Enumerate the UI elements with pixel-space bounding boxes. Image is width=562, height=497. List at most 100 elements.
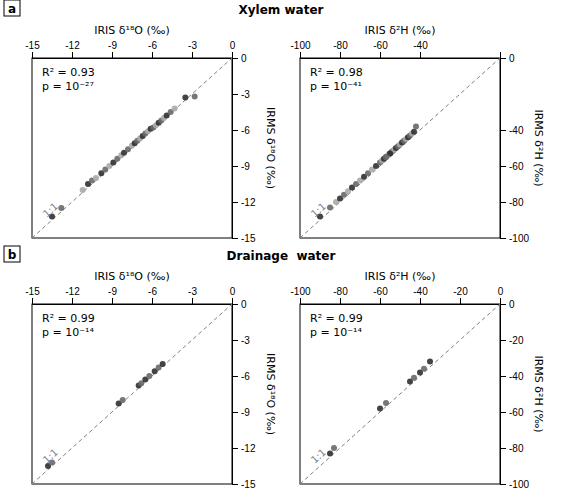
y-tick-label: 0 (509, 53, 515, 64)
y-tick-label: 0 (509, 299, 515, 310)
plot-area (300, 304, 500, 484)
y-tick: -15 (232, 479, 256, 490)
y-tick-mark (500, 130, 506, 131)
x-tick-label: -80 (333, 40, 348, 51)
axis-domain (233, 59, 239, 239)
x-tick: -12 (65, 40, 80, 58)
x-tick: -40 (413, 40, 428, 58)
point (331, 445, 337, 451)
stat-annotation: R² = 0.93 (42, 66, 95, 79)
x-axis-title: IRIS δ¹⁸O (‰) (94, 24, 170, 37)
line-label: 1:1 (41, 447, 60, 466)
x-tick: -3 (188, 286, 197, 304)
panel-label: a (4, 0, 20, 16)
reference-line (300, 304, 500, 484)
y-tick-label: -9 (241, 161, 250, 172)
y-tick: -12 (232, 197, 256, 208)
x-tick: -6 (148, 286, 157, 304)
y-tick-mark (232, 376, 238, 377)
x-tick-mark (340, 52, 341, 58)
panel-label-box (4, 0, 20, 16)
y-axis: -100-80-60-400 (500, 53, 529, 244)
y-tick-label: -80 (509, 197, 524, 208)
y-tick-label: -60 (509, 161, 524, 172)
y-tick-mark (232, 304, 238, 305)
x-tick-label: -12 (65, 286, 80, 297)
y-tick-mark (232, 166, 238, 167)
y-tick-label: -100 (509, 233, 529, 244)
x-tick: -15 (25, 40, 40, 58)
plot-frame (300, 304, 500, 484)
plot-area (32, 304, 232, 484)
y-axis: -15-12-9-6-30 (232, 53, 256, 244)
x-tick-mark (380, 52, 381, 58)
stat-annotation: R² = 0.98 (310, 66, 363, 79)
x-tick: 0 (230, 40, 236, 58)
y-tick: -80 (500, 197, 524, 208)
x-axis-title: IRIS δ²H (‰) (365, 270, 436, 283)
point (146, 373, 152, 379)
y-tick-mark (232, 130, 238, 131)
y-tick-label: -9 (241, 407, 250, 418)
x-tick-label: -3 (188, 40, 197, 51)
x-tick: -9 (108, 40, 117, 58)
stat-annotation: R² = 0.99 (310, 312, 363, 325)
x-tick-label: -100 (290, 286, 310, 297)
y-tick-mark (232, 448, 238, 449)
x-tick-mark (112, 298, 113, 304)
x-axis: -15-12-9-6-30 (25, 40, 235, 59)
panel: -100-80-60-40-200-100-80-60-40-200IRIS δ… (290, 270, 545, 490)
point (93, 175, 99, 181)
x-tick-mark (72, 298, 73, 304)
y-tick-mark (500, 376, 506, 377)
x-tick-mark (72, 52, 73, 58)
x-tick: -100 (290, 286, 310, 304)
y-axis-title: IRMS δ²H (‰) (532, 109, 545, 186)
y-tick-mark (500, 412, 506, 413)
stat-annotation: p = 10⁻⁴¹ (310, 80, 362, 93)
y-tick-mark (500, 340, 506, 341)
point (383, 154, 389, 160)
y-tick-label: -6 (241, 125, 250, 136)
axis-domain (501, 305, 507, 485)
x-tick-mark (32, 298, 33, 304)
point (160, 361, 166, 367)
y-tick-mark (232, 58, 238, 59)
y-tick: -9 (232, 407, 250, 418)
line-label: 1:1 (309, 447, 328, 466)
x-tick-mark (420, 52, 421, 58)
y-tick-mark (500, 202, 506, 203)
panel: -15-12-9-6-30-15-12-9-6-30IRIS δ¹⁸O (‰)I… (25, 270, 277, 490)
point (172, 105, 178, 111)
x-tick-mark (32, 52, 33, 58)
x-tick-label: -3 (188, 286, 197, 297)
x-tick: -40 (413, 286, 428, 304)
y-axis-title: IRMS δ²H (‰) (532, 355, 545, 432)
axis-domain (501, 59, 507, 239)
y-tick: -6 (232, 125, 250, 136)
x-tick-label: -40 (413, 286, 428, 297)
point (80, 187, 86, 193)
y-tick: -20 (500, 335, 524, 346)
plot-area (300, 58, 500, 238)
axis-domain (233, 305, 239, 485)
x-tick-mark (152, 298, 153, 304)
y-tick: -100 (500, 233, 529, 244)
y-tick: 0 (232, 299, 247, 310)
y-tick-label: -15 (241, 479, 256, 490)
point (413, 123, 419, 129)
x-tick-mark (192, 52, 193, 58)
y-tick: 0 (500, 53, 515, 64)
plot-area (32, 58, 232, 238)
y-tick: -80 (500, 443, 524, 454)
y-tick-mark (232, 484, 238, 485)
point (377, 405, 383, 411)
y-tick: -15 (232, 233, 256, 244)
x-tick-label: 0 (230, 40, 236, 51)
x-tick-mark (112, 52, 113, 58)
y-tick: 0 (232, 53, 247, 64)
x-tick-mark (460, 298, 461, 304)
y-tick-mark (500, 58, 506, 59)
reference-line (300, 58, 500, 238)
y-tick-mark (500, 166, 506, 167)
